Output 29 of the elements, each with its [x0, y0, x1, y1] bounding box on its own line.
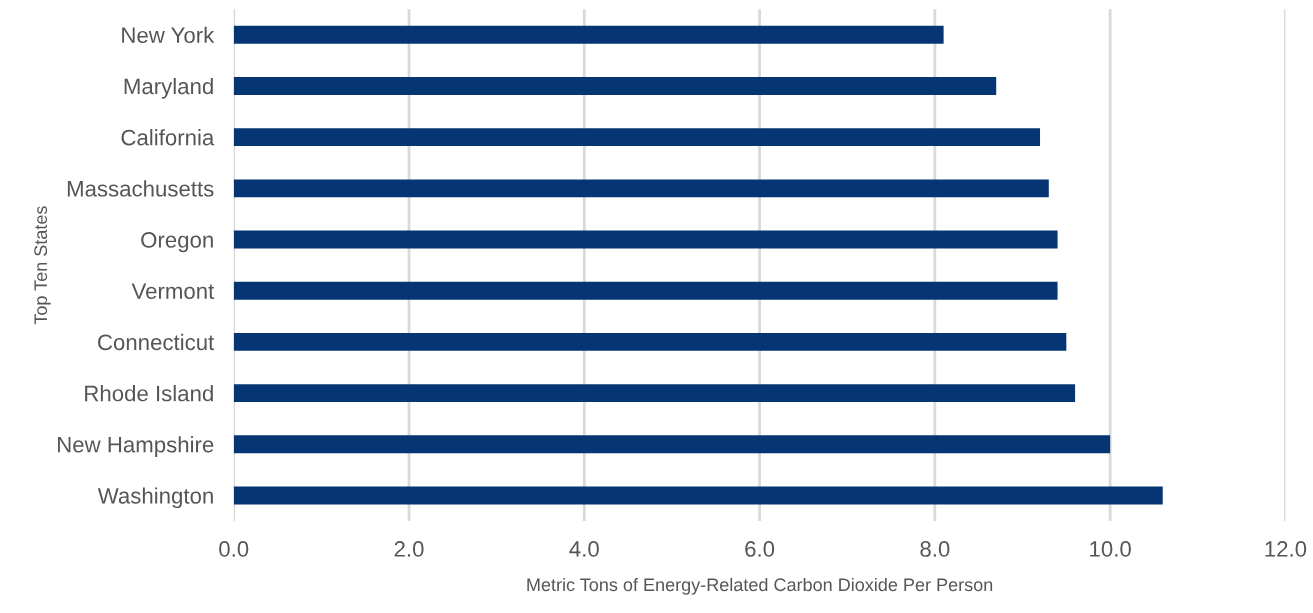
bar — [233, 25, 944, 44]
y-tick-label: Oregon — [141, 232, 213, 253]
y-tick-label: Maryland — [124, 77, 213, 99]
x-axis-title: Metric Tons of Energy-Related Carbon Dioxide Per Person — [527, 577, 993, 595]
y-tick-label: Connecticut — [98, 333, 215, 351]
bar — [233, 281, 1058, 300]
y-tick-label: Massachusetts — [67, 180, 214, 197]
x-tick-label: 0.0 — [219, 541, 249, 557]
bar — [233, 77, 997, 95]
y-tick-label: Washington — [97, 487, 213, 509]
y-tick-label: Rhode Island — [85, 385, 213, 402]
x-tick-label: 8.0 — [920, 541, 950, 557]
y-tick-label: California — [121, 129, 215, 146]
x-tick-label: 12.0 — [1265, 541, 1307, 557]
bar — [233, 384, 1076, 403]
y-tick-label: New Hampshire — [58, 436, 214, 457]
bar — [233, 332, 1067, 351]
x-tick-label: 2.0 — [394, 541, 424, 557]
bar — [233, 435, 1111, 454]
bar — [233, 128, 1041, 147]
bar — [233, 179, 1049, 198]
x-tick-label: 6.0 — [745, 541, 775, 557]
y-tick-label: Vermont — [131, 283, 215, 299]
y-tick-label: New York — [122, 26, 215, 44]
bar — [233, 230, 1058, 249]
x-tick-label: 4.0 — [569, 541, 599, 557]
x-tick-label: 10.0 — [1090, 541, 1131, 557]
y-axis-title: Top Ten States — [34, 206, 51, 325]
bar — [233, 486, 1163, 505]
